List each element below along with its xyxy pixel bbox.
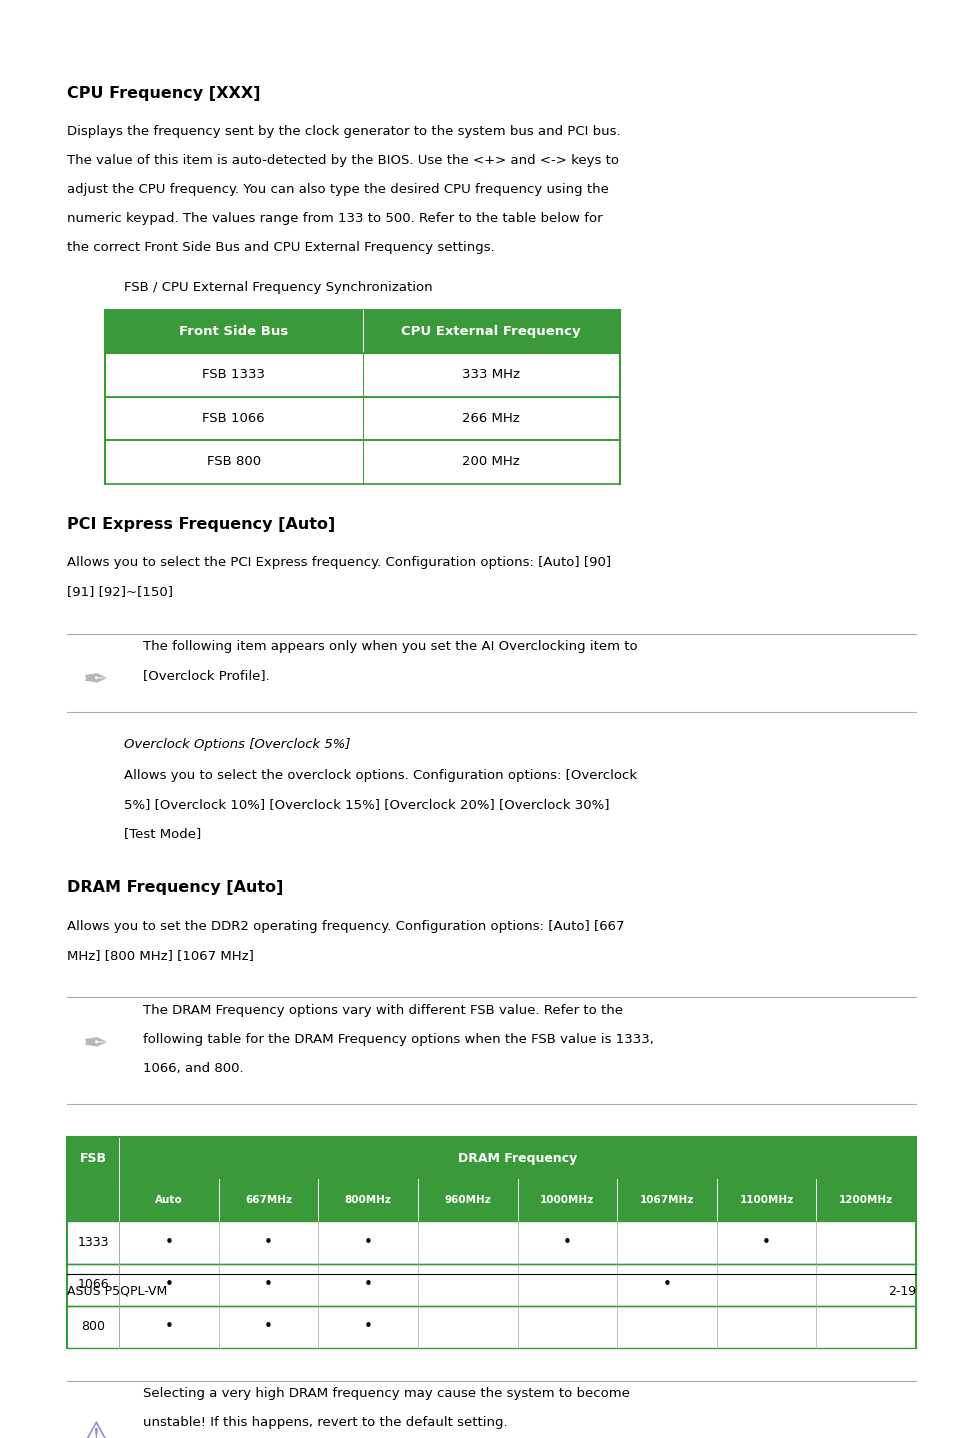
Text: 266 MHz: 266 MHz bbox=[462, 411, 519, 424]
Text: CPU External Frequency: CPU External Frequency bbox=[401, 325, 580, 338]
Text: CPU Frequency [XXX]: CPU Frequency [XXX] bbox=[67, 86, 260, 101]
Text: 333 MHz: 333 MHz bbox=[462, 368, 519, 381]
FancyBboxPatch shape bbox=[67, 1137, 915, 1179]
Text: Allows you to set the DDR2 operating frequency. Configuration options: [Auto] [6: Allows you to set the DDR2 operating fre… bbox=[67, 920, 623, 933]
FancyBboxPatch shape bbox=[67, 1264, 915, 1306]
Text: 1100MHz: 1100MHz bbox=[739, 1195, 793, 1205]
Text: •: • bbox=[363, 1319, 373, 1334]
Text: adjust the CPU frequency. You can also type the desired CPU frequency using the: adjust the CPU frequency. You can also t… bbox=[67, 183, 608, 196]
Text: Allows you to select the PCI Express frequency. Configuration options: [Auto] [9: Allows you to select the PCI Express fre… bbox=[67, 557, 610, 569]
Text: 667MHz: 667MHz bbox=[245, 1195, 292, 1205]
Text: 1000MHz: 1000MHz bbox=[539, 1195, 594, 1205]
FancyBboxPatch shape bbox=[105, 397, 619, 440]
Text: DRAM Frequency: DRAM Frequency bbox=[457, 1152, 577, 1165]
Text: The following item appears only when you set the AI Overclocking item to: The following item appears only when you… bbox=[143, 640, 637, 653]
Text: 1067MHz: 1067MHz bbox=[639, 1195, 694, 1205]
FancyBboxPatch shape bbox=[105, 309, 619, 354]
FancyBboxPatch shape bbox=[105, 440, 619, 483]
Text: Displays the frequency sent by the clock generator to the system bus and PCI bus: Displays the frequency sent by the clock… bbox=[67, 125, 619, 138]
Text: The DRAM Frequency options vary with different FSB value. Refer to the: The DRAM Frequency options vary with dif… bbox=[143, 1004, 622, 1017]
Text: unstable! If this happens, revert to the default setting.: unstable! If this happens, revert to the… bbox=[143, 1416, 507, 1429]
Text: •: • bbox=[165, 1235, 173, 1250]
Text: numeric keypad. The values range from 133 to 500. Refer to the table below for: numeric keypad. The values range from 13… bbox=[67, 213, 601, 226]
Text: •: • bbox=[562, 1235, 571, 1250]
Text: DRAM Frequency [Auto]: DRAM Frequency [Auto] bbox=[67, 880, 283, 896]
Text: •: • bbox=[761, 1235, 770, 1250]
Text: •: • bbox=[661, 1277, 671, 1293]
Text: •: • bbox=[165, 1277, 173, 1293]
Text: 200 MHz: 200 MHz bbox=[462, 456, 519, 469]
Text: ✒: ✒ bbox=[83, 667, 108, 696]
FancyBboxPatch shape bbox=[67, 1179, 915, 1221]
Text: 1333: 1333 bbox=[77, 1237, 109, 1250]
Text: Overclock Options [Overclock 5%]: Overclock Options [Overclock 5%] bbox=[124, 738, 350, 751]
Text: FSB 1066: FSB 1066 bbox=[202, 411, 265, 424]
Text: FSB: FSB bbox=[79, 1152, 107, 1165]
Text: 5%] [Overclock 10%] [Overclock 15%] [Overclock 20%] [Overclock 30%]: 5%] [Overclock 10%] [Overclock 15%] [Ove… bbox=[124, 798, 609, 811]
Text: Auto: Auto bbox=[155, 1195, 183, 1205]
Text: [Test Mode]: [Test Mode] bbox=[124, 827, 201, 840]
Text: 1066, and 800.: 1066, and 800. bbox=[143, 1063, 243, 1076]
Text: Front Side Bus: Front Side Bus bbox=[179, 325, 288, 338]
Text: •: • bbox=[165, 1319, 173, 1334]
Text: ASUS P5QPL-VM: ASUS P5QPL-VM bbox=[67, 1284, 167, 1297]
FancyBboxPatch shape bbox=[67, 1306, 915, 1347]
Text: •: • bbox=[264, 1319, 273, 1334]
Text: MHz] [800 MHz] [1067 MHz]: MHz] [800 MHz] [1067 MHz] bbox=[67, 949, 253, 962]
Text: [Overclock Profile].: [Overclock Profile]. bbox=[143, 669, 270, 683]
Text: PCI Express Frequency [Auto]: PCI Express Frequency [Auto] bbox=[67, 516, 335, 532]
Text: 2-19: 2-19 bbox=[887, 1284, 915, 1297]
Text: following table for the DRAM Frequency options when the FSB value is 1333,: following table for the DRAM Frequency o… bbox=[143, 1032, 654, 1045]
FancyBboxPatch shape bbox=[67, 1221, 915, 1264]
Text: FSB 1333: FSB 1333 bbox=[202, 368, 265, 381]
Text: Allows you to select the overclock options. Configuration options: [Overclock: Allows you to select the overclock optio… bbox=[124, 769, 637, 782]
Text: FSB / CPU External Frequency Synchronization: FSB / CPU External Frequency Synchroniza… bbox=[124, 280, 433, 293]
Text: •: • bbox=[363, 1277, 373, 1293]
Text: •: • bbox=[363, 1235, 373, 1250]
Text: Selecting a very high DRAM frequency may cause the system to become: Selecting a very high DRAM frequency may… bbox=[143, 1388, 629, 1401]
Text: ✒: ✒ bbox=[83, 1031, 108, 1060]
Text: 1066: 1066 bbox=[77, 1278, 109, 1291]
Text: the correct Front Side Bus and CPU External Frequency settings.: the correct Front Side Bus and CPU Exter… bbox=[67, 242, 494, 255]
Text: •: • bbox=[264, 1277, 273, 1293]
Text: 800: 800 bbox=[81, 1320, 105, 1333]
Text: ⚠: ⚠ bbox=[79, 1421, 112, 1438]
FancyBboxPatch shape bbox=[105, 354, 619, 397]
Text: FSB 800: FSB 800 bbox=[207, 456, 260, 469]
Text: •: • bbox=[264, 1235, 273, 1250]
Text: 960MHz: 960MHz bbox=[444, 1195, 491, 1205]
Text: 1200MHz: 1200MHz bbox=[838, 1195, 892, 1205]
Text: 800MHz: 800MHz bbox=[344, 1195, 392, 1205]
Text: The value of this item is auto-detected by the BIOS. Use the <+> and <-> keys to: The value of this item is auto-detected … bbox=[67, 154, 618, 167]
Text: [91] [92]~[150]: [91] [92]~[150] bbox=[67, 585, 172, 598]
